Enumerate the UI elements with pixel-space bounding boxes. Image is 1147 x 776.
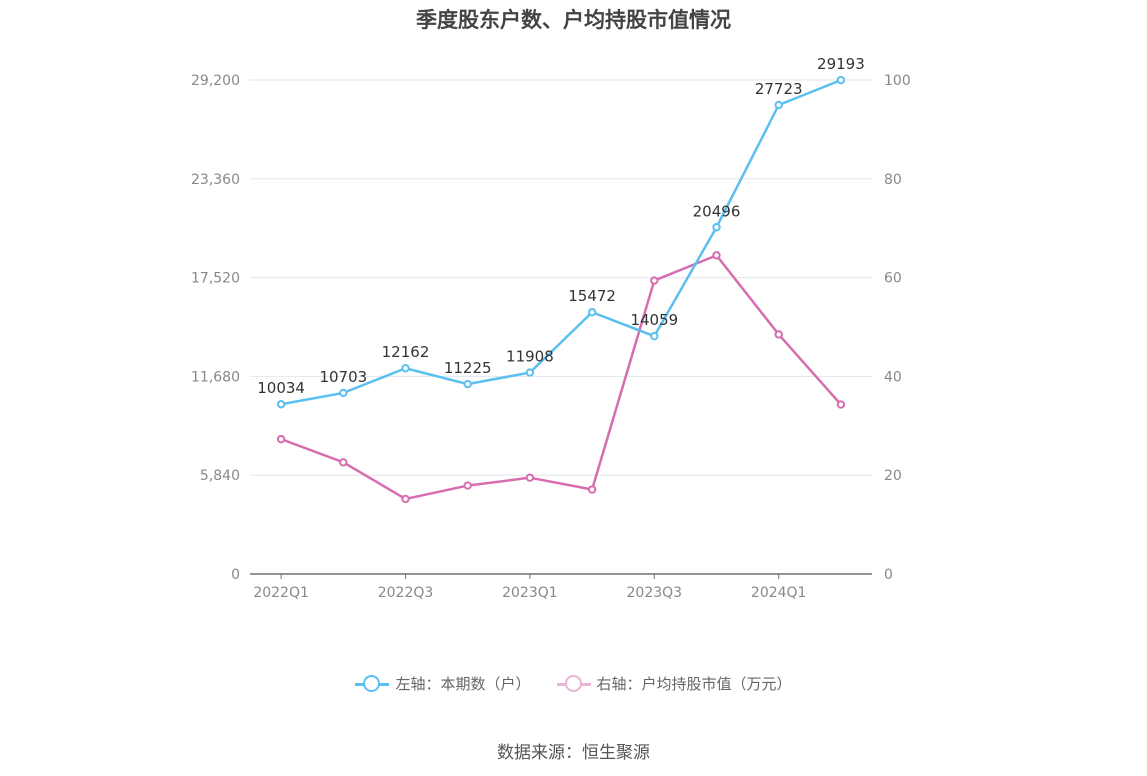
y-tick-label-left: 11,680 bbox=[191, 369, 240, 385]
data-label-holders: 10703 bbox=[319, 368, 367, 386]
x-tick-label: 2022Q3 bbox=[378, 585, 434, 601]
data-label-holders: 10034 bbox=[257, 379, 305, 397]
data-point-holders bbox=[463, 379, 472, 389]
series-line-holders bbox=[280, 78, 842, 406]
legend-label-holders: 左轴：本期数（户） bbox=[395, 675, 531, 693]
data-label-holders: 12162 bbox=[382, 343, 430, 361]
y-tick-label-right: 100 bbox=[884, 73, 911, 89]
data-point-avg-value bbox=[525, 473, 535, 482]
y-tick-label-left: 17,520 bbox=[191, 271, 240, 287]
data-point-avg-value bbox=[339, 458, 348, 467]
data-label-holders: 27723 bbox=[755, 80, 803, 98]
data-point-holders bbox=[339, 388, 348, 398]
data-point-holders bbox=[774, 100, 783, 110]
x-tick-label: 2023Q1 bbox=[502, 585, 558, 601]
data-point-avg-value bbox=[276, 434, 286, 444]
y-tick-label-left: 23,360 bbox=[191, 172, 240, 188]
data-source: 数据来源：恒生聚源 bbox=[497, 743, 650, 763]
data-point-holders bbox=[587, 308, 597, 317]
y-tick-label-left: 5,840 bbox=[200, 468, 240, 484]
data-point-holders bbox=[650, 331, 659, 341]
y-tick-label-right: 0 bbox=[884, 567, 893, 583]
data-point-avg-value bbox=[463, 481, 472, 490]
data-label-holders: 11225 bbox=[444, 359, 492, 377]
data-label-holders: 20496 bbox=[693, 202, 741, 220]
data-point-holders bbox=[276, 400, 286, 409]
x-tick-label: 2022Q1 bbox=[253, 585, 309, 601]
y-tick-label-right: 60 bbox=[884, 271, 902, 287]
chart-title: 季度股东户数、户均持股市值情况 bbox=[416, 8, 731, 32]
legend-item-holders[interactable]: 左轴：本期数（户） bbox=[355, 673, 531, 694]
line-chart: 0 5,840 11,680 17,520 23,360 29,200 0 20 40 60 80 1… bbox=[191, 55, 911, 601]
legend-marker-holders bbox=[355, 674, 390, 694]
y-tick-label-left: 29,200 bbox=[191, 73, 240, 89]
data-point-holders bbox=[712, 223, 721, 232]
data-point-avg-value bbox=[836, 400, 846, 409]
legend-marker-avg-value bbox=[556, 674, 591, 694]
data-point-holders bbox=[525, 368, 535, 377]
x-tick-label: 2024Q1 bbox=[751, 585, 807, 601]
data-point-avg-value bbox=[650, 276, 659, 285]
data-point-avg-value bbox=[712, 251, 721, 260]
data-label-holders: 11908 bbox=[506, 348, 554, 366]
y-tick-label-right: 80 bbox=[884, 172, 902, 188]
y-tick-label-right: 20 bbox=[884, 468, 902, 484]
data-label-holders: 15472 bbox=[568, 287, 616, 305]
data-point-avg-value bbox=[587, 485, 597, 494]
data-label-holders: 14059 bbox=[630, 311, 678, 329]
y-tick-label-left: 0 bbox=[231, 567, 240, 583]
legend-item-avg-value[interactable]: 右轴：户均持股市值（万元） bbox=[556, 673, 792, 694]
data-point-avg-value bbox=[774, 330, 783, 339]
x-tick-label: 2023Q3 bbox=[627, 585, 683, 601]
y-tick-label-right: 40 bbox=[884, 369, 902, 385]
series-line-avg-value bbox=[280, 254, 842, 501]
data-point-holders bbox=[836, 75, 846, 85]
data-label-holders: 29193 bbox=[817, 55, 865, 73]
legend-label-avg-value: 右轴：户均持股市值（万元） bbox=[596, 675, 792, 693]
data-point-holders bbox=[401, 364, 410, 373]
data-point-avg-value bbox=[401, 494, 410, 504]
legend: 左轴：本期数（户） 右轴：户均持股市值（万元） bbox=[0, 673, 1147, 694]
